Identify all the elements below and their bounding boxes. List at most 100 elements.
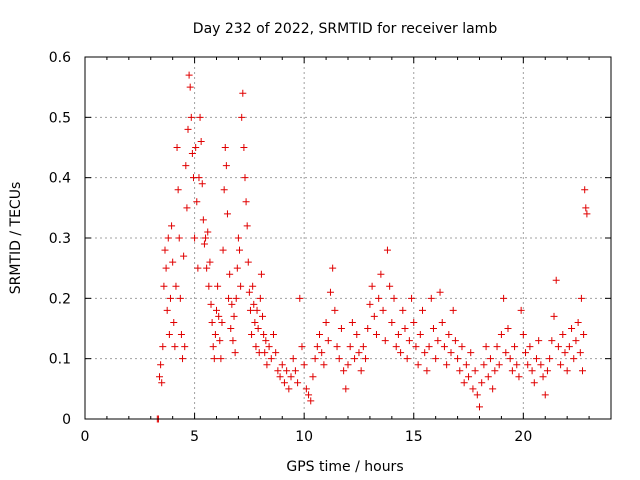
data-point — [305, 391, 313, 399]
data-point — [291, 367, 299, 375]
data-point — [554, 343, 562, 351]
data-point — [163, 306, 171, 314]
data-point — [419, 306, 427, 314]
data-point — [202, 234, 210, 242]
data-point — [351, 355, 359, 363]
data-point — [353, 331, 361, 339]
data-point — [173, 144, 181, 151]
data-point — [211, 331, 219, 339]
data-point — [497, 331, 505, 339]
data-point — [245, 288, 253, 296]
data-point — [337, 325, 345, 332]
data-point — [423, 367, 431, 375]
data-point — [195, 174, 203, 182]
data-point — [495, 361, 503, 369]
x-tick-label: 15 — [405, 429, 423, 445]
x-tick-label: 20 — [514, 429, 532, 445]
data-point — [577, 294, 585, 302]
data-point — [546, 355, 554, 363]
data-point — [476, 403, 483, 411]
data-point — [454, 355, 462, 363]
data-point — [254, 325, 262, 332]
data-point — [280, 379, 288, 387]
data-point — [234, 234, 242, 242]
data-point — [289, 355, 297, 363]
data-point — [217, 355, 225, 363]
data-point — [344, 361, 352, 369]
chart-title: Day 232 of 2022, SRMTID for receiver lam… — [193, 21, 498, 37]
data-point — [434, 337, 442, 345]
data-point — [394, 331, 402, 339]
data-point — [272, 349, 280, 357]
data-point — [196, 113, 204, 121]
data-point — [246, 306, 254, 314]
data-point — [216, 337, 224, 345]
data-point — [493, 343, 501, 351]
y-axis-label: SRMTID / TECUs — [8, 182, 24, 295]
data-point — [174, 186, 182, 194]
data-point — [265, 343, 273, 351]
data-point — [179, 355, 187, 363]
data-point — [238, 113, 246, 121]
data-point — [287, 373, 295, 381]
data-point — [256, 294, 264, 302]
data-point — [239, 89, 247, 97]
data-point — [229, 337, 237, 345]
data-point — [548, 337, 556, 345]
data-point — [364, 325, 372, 332]
data-point — [331, 306, 339, 314]
data-point — [526, 343, 534, 351]
data-point — [198, 180, 206, 188]
data-point — [220, 186, 228, 194]
data-point — [522, 349, 530, 357]
data-point — [530, 379, 538, 387]
data-point — [506, 355, 514, 363]
data-point — [359, 343, 367, 351]
data-point — [335, 355, 343, 363]
data-point — [500, 294, 508, 302]
data-point — [408, 294, 416, 302]
data-point — [168, 222, 176, 230]
data-point — [252, 343, 260, 351]
x-tick-label: 5 — [190, 429, 199, 445]
data-point — [372, 331, 380, 339]
data-point — [390, 294, 398, 302]
data-point — [230, 312, 238, 320]
data-point — [160, 282, 168, 290]
data-point — [465, 373, 473, 381]
data-point — [285, 385, 293, 393]
data-point — [183, 204, 191, 212]
data-point — [188, 150, 196, 158]
data-point — [206, 258, 214, 266]
data-point — [215, 312, 223, 320]
data-point — [401, 325, 409, 332]
data-point — [425, 343, 433, 351]
data-point — [186, 83, 194, 91]
data-point — [296, 294, 304, 302]
data-point — [528, 367, 536, 375]
data-point — [456, 367, 464, 375]
data-point — [460, 379, 468, 387]
data-point — [563, 367, 571, 375]
data-point — [157, 361, 165, 369]
data-point — [231, 349, 239, 357]
data-point — [249, 282, 257, 290]
data-point — [568, 325, 576, 332]
data-point — [421, 349, 429, 357]
data-point — [580, 331, 588, 339]
data-point — [209, 343, 217, 351]
data-point — [236, 246, 244, 254]
data-point — [283, 367, 291, 375]
data-point — [524, 361, 532, 369]
data-point — [377, 270, 385, 278]
data-point — [218, 318, 226, 326]
x-axis-label: GPS time / hours — [286, 459, 403, 475]
data-point — [458, 343, 466, 351]
data-point — [383, 246, 391, 254]
data-point — [227, 325, 235, 332]
data-point — [172, 282, 180, 290]
data-point — [164, 234, 172, 242]
data-point — [473, 391, 481, 399]
data-point — [386, 282, 394, 290]
